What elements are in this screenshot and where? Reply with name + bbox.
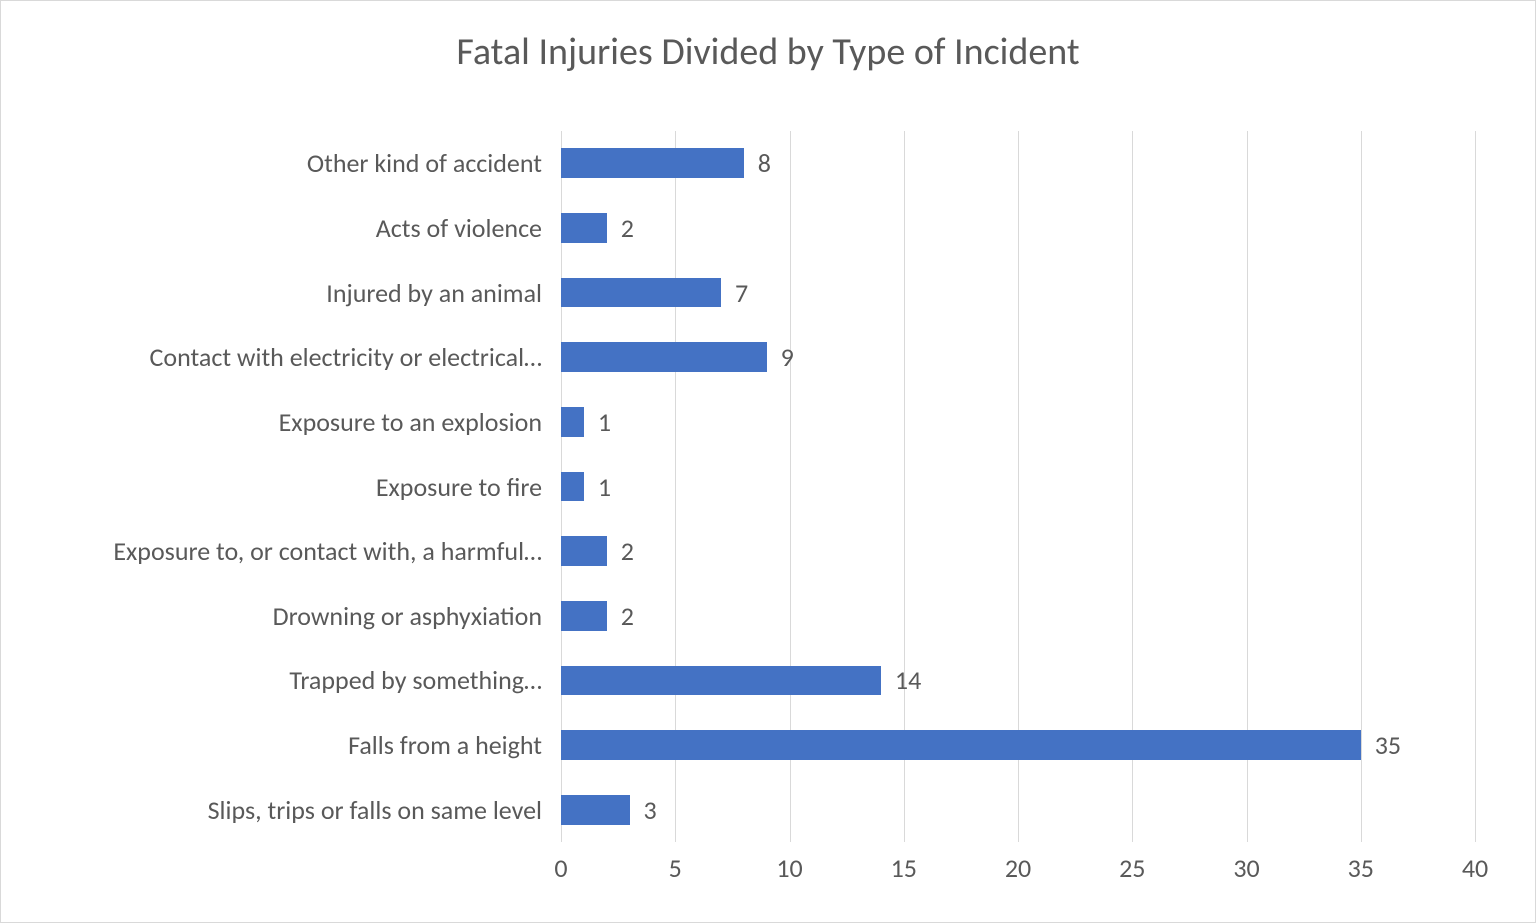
bar-value-label: 2	[621, 212, 634, 244]
category-label: Exposure to an explosion	[21, 390, 546, 455]
bar	[561, 407, 584, 437]
bar-row: 2	[561, 519, 1475, 584]
bar-value-label: 35	[1375, 729, 1401, 761]
x-tick-label: 5	[669, 852, 682, 884]
bar	[561, 278, 721, 308]
category-label: Acts of violence	[21, 196, 546, 261]
bar-row: 2	[561, 196, 1475, 261]
bars-wrap: 8279112214353	[561, 131, 1475, 842]
category-label: Exposure to fire	[21, 454, 546, 519]
bar-row: 7	[561, 260, 1475, 325]
bar-row: 8	[561, 131, 1475, 196]
bar	[561, 342, 767, 372]
bar-row: 1	[561, 454, 1475, 519]
x-tick-label: 0	[554, 852, 567, 884]
category-label: Trapped by something…	[21, 648, 546, 713]
category-label: Other kind of accident	[21, 131, 546, 196]
bar-row: 3	[561, 777, 1475, 842]
bar-value-label: 14	[895, 664, 921, 696]
bar	[561, 601, 607, 631]
bar	[561, 472, 584, 502]
x-tick-label: 40	[1462, 852, 1488, 884]
x-tick-label: 35	[1348, 852, 1374, 884]
bar	[561, 666, 881, 696]
bar-value-label: 2	[621, 600, 634, 632]
x-tick-label: 15	[891, 852, 917, 884]
chart-container: Fatal Injuries Divided by Type of Incide…	[0, 0, 1536, 923]
x-tick-label: 25	[1119, 852, 1145, 884]
y-axis-labels: Other kind of accidentActs of violenceIn…	[21, 131, 546, 842]
bar-row: 35	[561, 713, 1475, 778]
category-label: Exposure to, or contact with, a harmful…	[21, 519, 546, 584]
category-label: Injured by an animal	[21, 260, 546, 325]
bar	[561, 536, 607, 566]
bar-row: 1	[561, 390, 1475, 455]
bar-row: 9	[561, 325, 1475, 390]
bar-value-label: 1	[598, 406, 611, 438]
category-label: Drowning or asphyxiation	[21, 583, 546, 648]
x-tick-label: 10	[776, 852, 802, 884]
category-label: Contact with electricity or electrical…	[21, 325, 546, 390]
chart-title: Fatal Injuries Divided by Type of Incide…	[1, 1, 1535, 95]
bar	[561, 795, 630, 825]
x-tick-label: 20	[1005, 852, 1031, 884]
bar	[561, 213, 607, 243]
bar-value-label: 1	[598, 471, 611, 503]
gridline	[1475, 131, 1476, 842]
bar-value-label: 3	[644, 794, 657, 826]
bar-row: 2	[561, 583, 1475, 648]
x-tick-label: 30	[1233, 852, 1259, 884]
bar-row: 14	[561, 648, 1475, 713]
x-axis-labels: 0510152025303540	[561, 846, 1475, 886]
bar	[561, 730, 1361, 760]
bar-value-label: 9	[781, 341, 794, 373]
category-label: Falls from a height	[21, 713, 546, 778]
bar-value-label: 2	[621, 535, 634, 567]
bar-value-label: 8	[758, 147, 771, 179]
bar-value-label: 7	[735, 277, 748, 309]
category-label: Slips, trips or falls on same level	[21, 777, 546, 842]
bar	[561, 148, 744, 178]
plot-area: 8279112214353	[561, 131, 1475, 842]
